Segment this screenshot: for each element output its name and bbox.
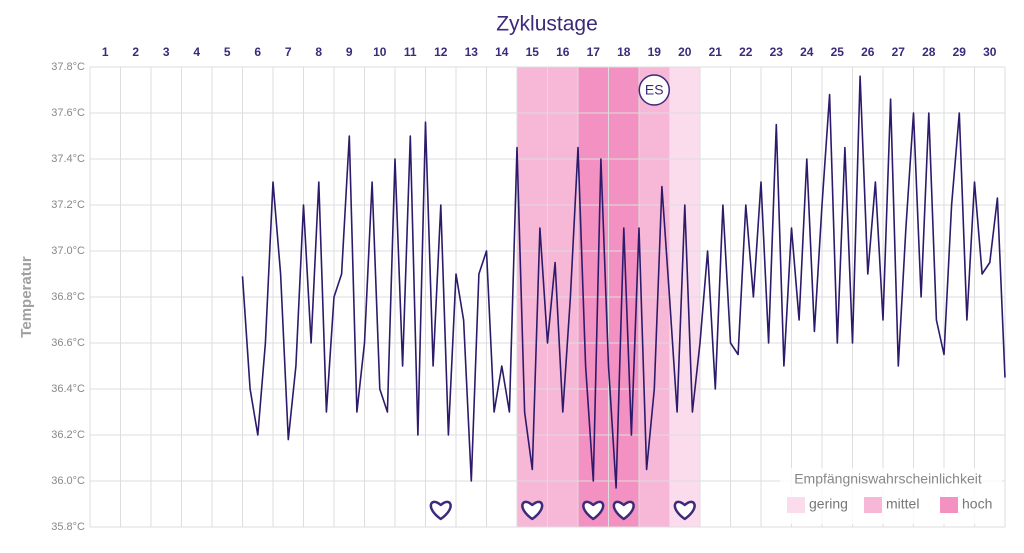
x-tick-label: 16	[556, 45, 570, 59]
x-tick-label: 1	[102, 45, 109, 59]
heart	[582, 500, 605, 521]
y-tick-label: 36.4°C	[51, 383, 85, 395]
x-tick-label: 25	[831, 45, 845, 59]
x-tick-label: 6	[254, 45, 261, 59]
x-tick-label: 2	[132, 45, 139, 59]
x-tick-label: 17	[587, 45, 601, 59]
x-tick-label: 14	[495, 45, 509, 59]
x-tick-label: 24	[800, 45, 814, 59]
y-tick-label: 36.6°C	[51, 337, 85, 349]
legend-box	[780, 468, 1002, 524]
x-tick-label: 26	[861, 45, 875, 59]
legend-label: mittel	[886, 496, 919, 512]
y-tick-label: 37.4°C	[51, 153, 85, 165]
x-tick-label: 5	[224, 45, 231, 59]
ovulation-marker	[638, 74, 670, 106]
x-tick-label: 30	[983, 45, 997, 59]
legend-label: gering	[809, 496, 848, 512]
x-tick-label: 7	[285, 45, 292, 59]
y-tick-label: 36.2°C	[51, 429, 85, 441]
x-tick-label: 3	[163, 45, 170, 59]
x-tick-label: 10	[373, 45, 387, 59]
x-tick-label: 18	[617, 45, 631, 59]
y-tick-label: 37.8°C	[51, 61, 85, 73]
x-tick-label: 22	[739, 45, 753, 59]
x-tick-label: 12	[434, 45, 448, 59]
x-tick-label: 23	[770, 45, 784, 59]
y-tick-label: 37.2°C	[51, 199, 85, 211]
legend-swatch	[940, 497, 958, 513]
legend-swatch	[864, 497, 882, 513]
x-tick-label: 11	[404, 45, 417, 59]
x-tick-label: 27	[892, 45, 906, 59]
x-tick-label: 8	[315, 45, 322, 59]
heart	[429, 500, 452, 521]
legend-title: Empfängniswahrscheinlichkeit	[794, 471, 982, 487]
y-tick-label: 35.8°C	[51, 521, 85, 533]
x-tick-label: 19	[648, 45, 662, 59]
legend-swatch	[787, 497, 805, 513]
y-tick-label: 37.6°C	[51, 107, 85, 119]
heart	[521, 500, 544, 521]
heart	[673, 500, 696, 521]
x-tick-label: 13	[465, 45, 479, 59]
x-tick-label: 4	[193, 45, 200, 59]
x-tick-label: 29	[953, 45, 967, 59]
heart	[612, 500, 635, 521]
x-tick-label: 15	[526, 45, 540, 59]
x-tick-label: 21	[709, 45, 723, 59]
chart-title: Zyklustage	[496, 13, 598, 36]
y-tick-label: 36.0°C	[51, 475, 85, 487]
x-tick-label: 20	[678, 45, 692, 59]
x-tick-label: 28	[922, 45, 936, 59]
legend-label: hoch	[962, 496, 992, 512]
y-axis-label: Temperatur	[18, 256, 35, 338]
temperature-line	[241, 75, 1006, 489]
y-tick-label: 36.8°C	[51, 291, 85, 303]
y-tick-label: 37.0°C	[51, 245, 85, 257]
ovulation-label: ES	[645, 82, 664, 98]
x-tick-label: 9	[346, 45, 353, 59]
